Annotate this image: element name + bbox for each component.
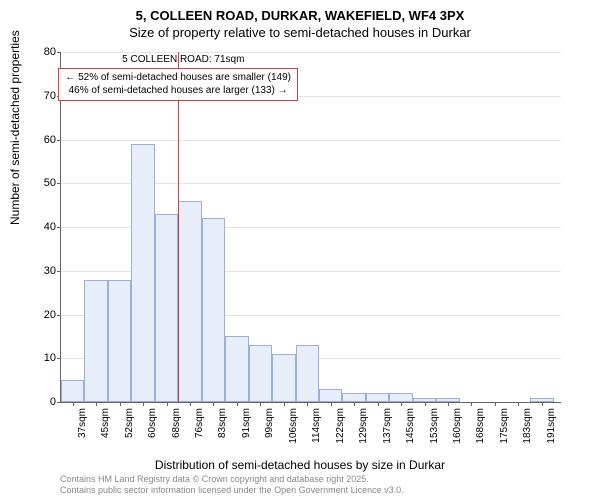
annotation-box: ← 52% of semi-detached houses are smalle…: [58, 68, 298, 101]
histogram-bar: [61, 380, 84, 402]
ytick-label: 70: [26, 90, 56, 102]
xtick-mark: [518, 402, 519, 406]
xtick-label: 191sqm: [546, 408, 557, 444]
xtick-mark: [307, 402, 308, 406]
attribution-line1: Contains HM Land Registry data © Crown c…: [60, 474, 404, 485]
xtick-label: 153sqm: [429, 408, 440, 444]
xtick-mark: [425, 402, 426, 406]
xtick-label: 175sqm: [499, 408, 510, 444]
xtick-mark: [167, 402, 168, 406]
xtick-label: 122sqm: [335, 408, 346, 444]
xtick-mark: [331, 402, 332, 406]
histogram-bar: [84, 280, 107, 403]
ytick-mark: [57, 315, 61, 316]
xtick-mark: [284, 402, 285, 406]
plot-region: 37sqm45sqm52sqm60sqm68sqm76sqm83sqm91sqm…: [60, 52, 561, 403]
histogram-bar: [342, 393, 365, 402]
xtick-mark: [73, 402, 74, 406]
ytick-mark: [57, 358, 61, 359]
xtick-label: 145sqm: [405, 408, 416, 444]
gridline: [61, 52, 561, 53]
xtick-label: 137sqm: [382, 408, 393, 444]
xtick-mark: [354, 402, 355, 406]
xtick-label: 68sqm: [171, 408, 182, 438]
xtick-label: 168sqm: [475, 408, 486, 444]
xtick-mark: [260, 402, 261, 406]
xtick-label: 45sqm: [100, 408, 111, 438]
ytick-label: 60: [26, 134, 56, 146]
xtick-label: 106sqm: [288, 408, 299, 444]
annotation-line2: 46% of semi-detached houses are larger (…: [65, 85, 291, 98]
attribution-text: Contains HM Land Registry data © Crown c…: [60, 474, 404, 496]
xtick-mark: [96, 402, 97, 406]
chart-title-sub: Size of property relative to semi-detach…: [0, 23, 600, 40]
xtick-label: 60sqm: [147, 408, 158, 438]
ytick-label: 50: [26, 177, 56, 189]
histogram-bar: [108, 280, 131, 403]
xtick-mark: [471, 402, 472, 406]
ytick-label: 40: [26, 221, 56, 233]
xtick-mark: [213, 402, 214, 406]
ytick-mark: [57, 140, 61, 141]
x-axis-label: Distribution of semi-detached houses by …: [0, 458, 600, 472]
reference-line: [178, 52, 179, 402]
histogram-bar: [366, 393, 389, 402]
chart-container: 5, COLLEEN ROAD, DURKAR, WAKEFIELD, WF4 …: [0, 0, 600, 500]
ytick-mark: [57, 227, 61, 228]
gridline: [61, 140, 561, 141]
xtick-label: 37sqm: [77, 408, 88, 438]
ytick-label: 10: [26, 352, 56, 364]
ytick-label: 80: [26, 46, 56, 58]
ytick-mark: [57, 183, 61, 184]
ytick-mark: [57, 271, 61, 272]
xtick-label: 91sqm: [241, 408, 252, 438]
xtick-label: 129sqm: [358, 408, 369, 444]
histogram-bar: [249, 345, 272, 402]
histogram-bar: [389, 393, 412, 402]
xtick-label: 83sqm: [217, 408, 228, 438]
chart-area: 37sqm45sqm52sqm60sqm68sqm76sqm83sqm91sqm…: [60, 52, 560, 402]
xtick-label: 114sqm: [311, 408, 322, 443]
xtick-mark: [495, 402, 496, 406]
xtick-mark: [378, 402, 379, 406]
y-axis-label: Number of semi-detached properties: [8, 30, 22, 225]
xtick-mark: [120, 402, 121, 406]
ytick-label: 30: [26, 265, 56, 277]
attribution-line2: Contains public sector information licen…: [60, 485, 404, 496]
ytick-label: 0: [26, 396, 56, 408]
histogram-bar: [155, 214, 178, 402]
xtick-mark: [237, 402, 238, 406]
chart-title-main: 5, COLLEEN ROAD, DURKAR, WAKEFIELD, WF4 …: [0, 0, 600, 23]
xtick-mark: [190, 402, 191, 406]
xtick-label: 160sqm: [452, 408, 463, 444]
xtick-label: 52sqm: [124, 408, 135, 438]
ytick-mark: [57, 402, 61, 403]
histogram-bar: [319, 389, 342, 402]
xtick-label: 99sqm: [264, 408, 275, 438]
histogram-bar: [225, 336, 248, 402]
ytick-label: 20: [26, 309, 56, 321]
histogram-bar: [202, 218, 225, 402]
xtick-mark: [143, 402, 144, 406]
histogram-bar: [131, 144, 154, 402]
histogram-bar: [272, 354, 295, 402]
xtick-mark: [542, 402, 543, 406]
xtick-mark: [448, 402, 449, 406]
annotation-line1: ← 52% of semi-detached houses are smalle…: [65, 72, 291, 85]
xtick-label: 183sqm: [522, 408, 533, 444]
annotation-title: 5 COLLEEN ROAD: 71sqm: [108, 54, 258, 65]
ytick-mark: [57, 52, 61, 53]
histogram-bar: [296, 345, 319, 402]
xtick-mark: [401, 402, 402, 406]
xtick-label: 76sqm: [194, 408, 205, 438]
histogram-bar: [178, 201, 201, 402]
